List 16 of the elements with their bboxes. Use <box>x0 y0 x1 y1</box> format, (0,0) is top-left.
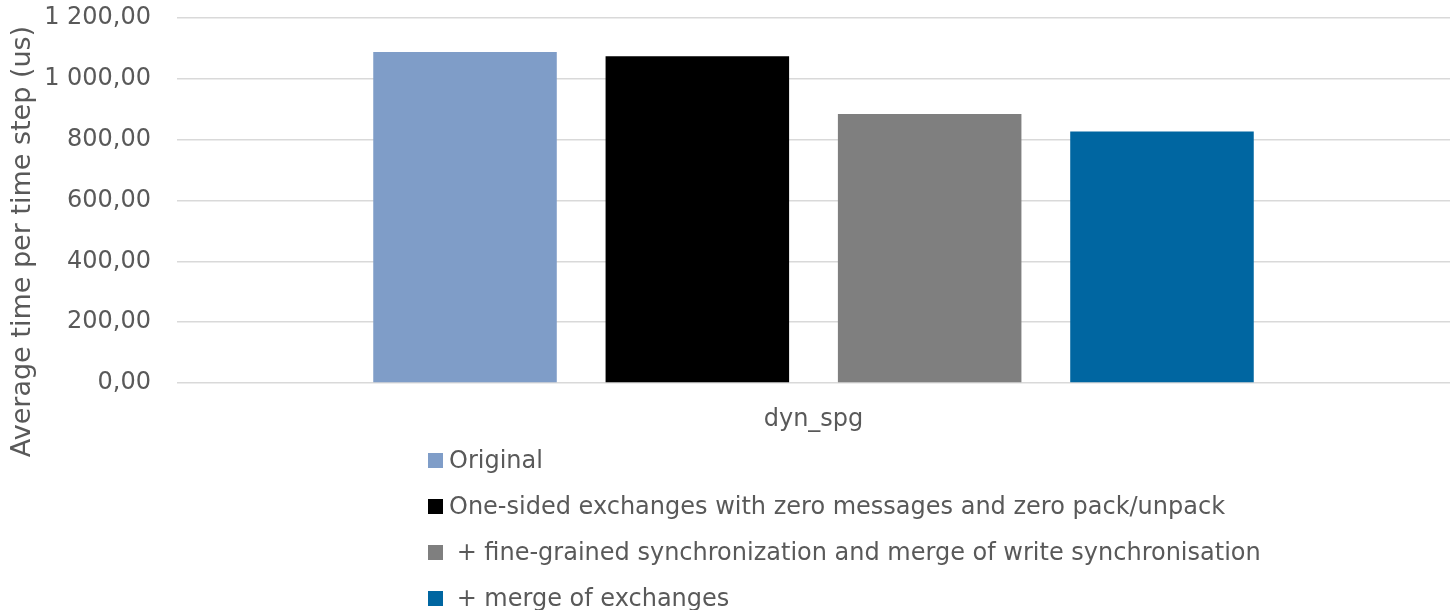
y-tick-label: 400,00 <box>67 245 151 274</box>
bar <box>1070 131 1254 383</box>
bar <box>373 52 557 383</box>
bar <box>837 114 1022 383</box>
x-tick-label: dyn_spg <box>763 403 864 432</box>
y-tick-label: 1 200,00 <box>44 2 151 31</box>
y-tick-label: 200,00 <box>67 306 151 335</box>
y-tick-label: 600,00 <box>67 184 151 213</box>
y-axis-title: Average time per time step (us) <box>5 25 37 458</box>
y-tick-label: 1 000,00 <box>44 63 151 92</box>
bar <box>605 56 790 383</box>
legend-label: One-sided exchanges with zero messages and zero pack/unpack <box>449 492 1226 520</box>
legend-label: Original <box>449 446 543 474</box>
legend-label: + fine-grained synchronization and merge of write synchronisation <box>455 538 1261 566</box>
y-tick-label: 0,00 <box>97 367 151 396</box>
y-tick-label: 800,00 <box>67 123 151 152</box>
